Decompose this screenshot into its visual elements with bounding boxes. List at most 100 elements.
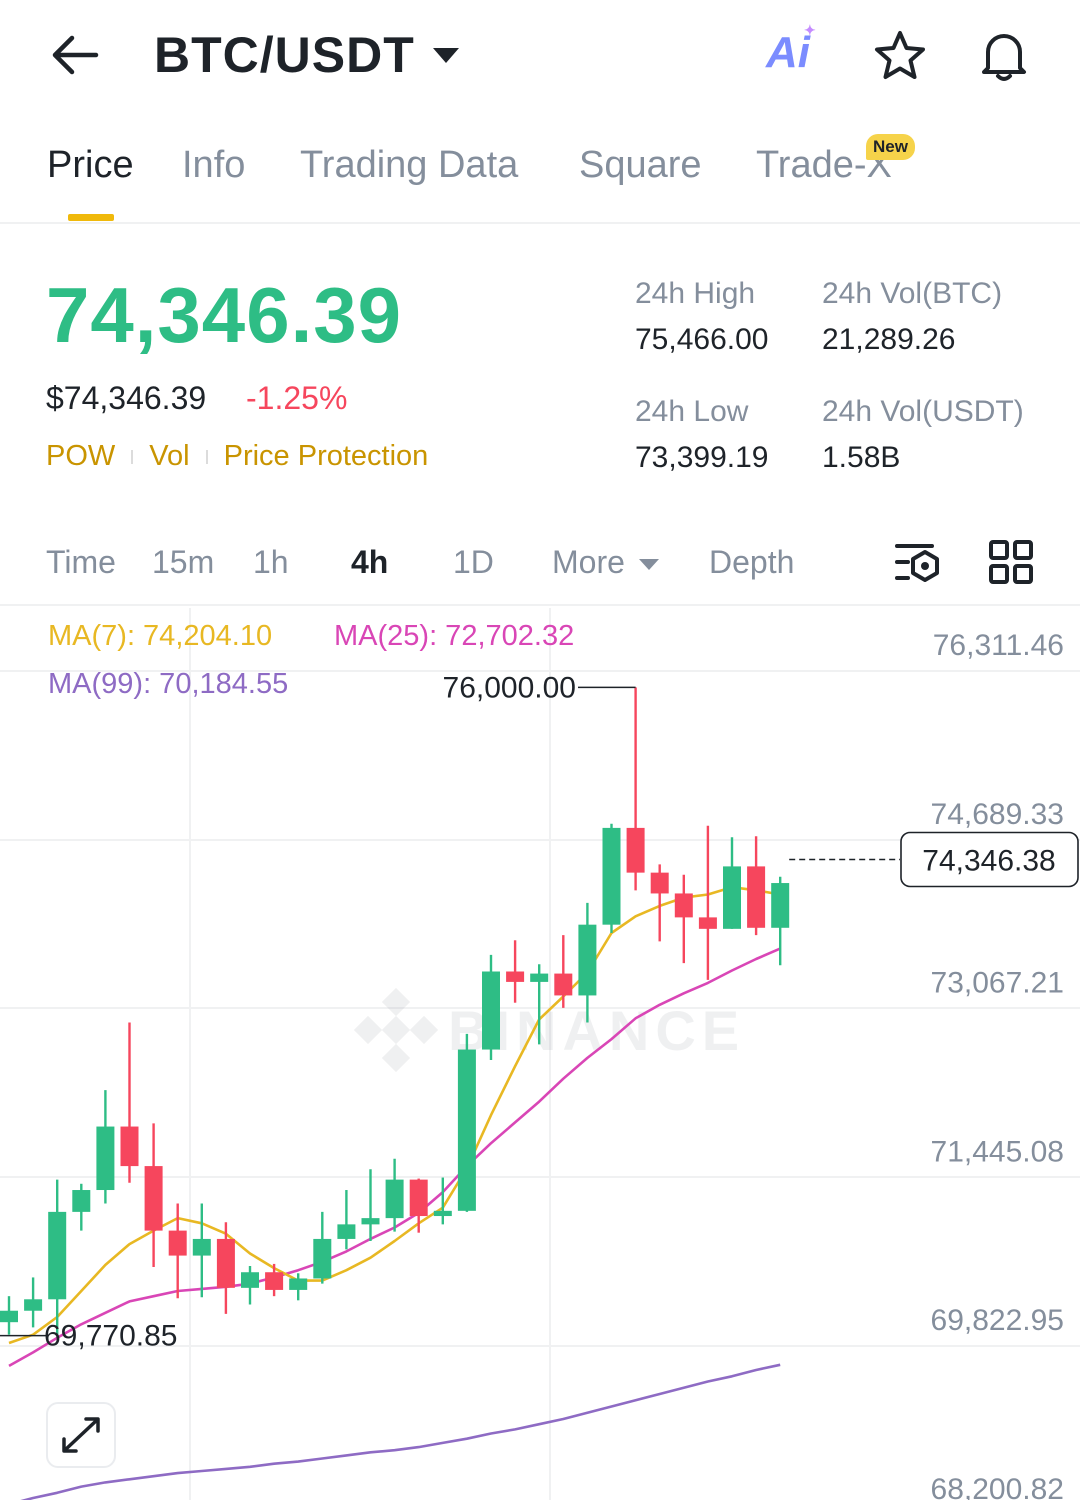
candle bbox=[650, 864, 669, 942]
caret-down-icon bbox=[638, 559, 659, 571]
y-tick-label: 71,445.08 bbox=[931, 1135, 1064, 1168]
tab-trading-data[interactable]: Trading Data bbox=[300, 144, 519, 186]
back-arrow-icon[interactable] bbox=[48, 30, 102, 80]
candle bbox=[409, 1178, 428, 1233]
candle-body bbox=[289, 1278, 308, 1290]
candle-body bbox=[602, 827, 621, 925]
candle bbox=[626, 687, 645, 891]
candle-body bbox=[192, 1238, 211, 1256]
candle-body bbox=[0, 1310, 18, 1323]
price-markers: 76,000.00 69,770.85 74,346.38 bbox=[0, 671, 1079, 1353]
candle-body bbox=[650, 872, 669, 894]
interval-time[interactable]: Time bbox=[46, 544, 116, 580]
candle-body bbox=[168, 1230, 187, 1256]
binance-watermark: BINANCE bbox=[353, 987, 739, 1073]
candle-body bbox=[530, 973, 549, 982]
tab-info[interactable]: Info bbox=[182, 144, 246, 186]
candles bbox=[0, 687, 790, 1335]
candle bbox=[48, 1179, 67, 1335]
candle bbox=[482, 954, 500, 1060]
candle bbox=[385, 1158, 404, 1232]
active-tab-indicator bbox=[68, 214, 114, 221]
tag-price-protection[interactable]: Price Protection bbox=[223, 440, 429, 472]
interval-bar: Time 15m 1h 4h 1D More Depth bbox=[0, 530, 1080, 606]
divider bbox=[131, 449, 134, 464]
candle-body bbox=[433, 1210, 452, 1217]
interval-1d[interactable]: 1D bbox=[453, 544, 494, 580]
interval-15m[interactable]: 15m bbox=[152, 544, 215, 580]
ma99-line bbox=[8, 1363, 781, 1505]
ai-assistant-button[interactable]: Ai ✦ bbox=[766, 22, 816, 78]
pair-selector[interactable]: BTC/USDT bbox=[154, 26, 459, 84]
candle bbox=[168, 1203, 187, 1299]
high-marker-label: 76,000.00 bbox=[443, 671, 576, 704]
y-axis-labels: 76,311.46 74,689.33 73,067.21 71,445.08 69,8… bbox=[931, 629, 1064, 1505]
fullscreen-button[interactable] bbox=[46, 1402, 116, 1468]
ai-icon: Ai bbox=[766, 28, 810, 77]
candle bbox=[602, 823, 621, 933]
indicator-settings-icon[interactable] bbox=[894, 540, 942, 584]
candle bbox=[674, 874, 693, 964]
tab-price[interactable]: Price bbox=[47, 144, 134, 186]
y-tick-label: 68,200.82 bbox=[931, 1473, 1064, 1500]
vol-usdt-label: 24h Vol(USDT) bbox=[822, 395, 1024, 428]
current-price-box bbox=[900, 831, 1079, 888]
candle bbox=[241, 1265, 259, 1305]
interval-more-label: More bbox=[552, 544, 625, 580]
candle-body bbox=[626, 827, 645, 873]
ma7-line bbox=[8, 885, 781, 1345]
candle-body bbox=[265, 1272, 284, 1290]
new-badge: New bbox=[866, 134, 915, 160]
y-tick-label: 76,311.46 bbox=[933, 629, 1064, 662]
binance-logo-icon bbox=[353, 987, 439, 1073]
ma7-label: MA(7): 74,204.10 bbox=[48, 620, 273, 652]
interval-4h[interactable]: 4h bbox=[351, 544, 389, 580]
high-label: 24h High bbox=[635, 277, 756, 310]
candle-body bbox=[120, 1126, 139, 1167]
candle-body bbox=[771, 883, 790, 928]
candle bbox=[506, 940, 525, 1003]
candle bbox=[433, 1177, 452, 1225]
usd-price: $74,346.39 bbox=[46, 380, 207, 416]
candle-body bbox=[241, 1272, 259, 1288]
interval-1h[interactable]: 1h bbox=[253, 544, 289, 580]
candle-body bbox=[48, 1211, 67, 1300]
candle bbox=[216, 1222, 235, 1314]
top-bar: BTC/USDT Ai ✦ bbox=[0, 0, 1080, 112]
candle-body bbox=[674, 893, 693, 918]
candle bbox=[530, 964, 549, 1045]
divider bbox=[205, 449, 208, 464]
tab-square[interactable]: Square bbox=[579, 144, 702, 186]
favorite-star-icon[interactable] bbox=[872, 28, 928, 84]
candle bbox=[457, 1033, 476, 1212]
candle bbox=[144, 1123, 163, 1268]
bell-icon[interactable] bbox=[976, 26, 1032, 84]
tag-pow[interactable]: POW bbox=[46, 440, 116, 472]
candle bbox=[698, 825, 717, 980]
candlestick-chart[interactable]: BINANCE 76,311.46 74,689.33 73,067.21 71,44… bbox=[0, 608, 1080, 1505]
candle-body bbox=[361, 1218, 380, 1225]
vol-btc-label: 24h Vol(BTC) bbox=[822, 277, 1003, 310]
sparkle-icon: ✦ bbox=[804, 22, 816, 38]
candle bbox=[578, 902, 597, 1023]
interval-depth[interactable]: Depth bbox=[709, 544, 795, 580]
candle-body bbox=[554, 973, 573, 996]
candle-body bbox=[482, 971, 500, 1050]
y-tick-label: 69,822.95 bbox=[931, 1304, 1064, 1337]
last-price: 74,346.39 bbox=[46, 271, 403, 359]
change-percent: -1.25% bbox=[246, 380, 348, 416]
candle bbox=[96, 1090, 115, 1204]
tag-vol[interactable]: Vol bbox=[149, 440, 190, 472]
candle bbox=[723, 837, 741, 929]
low-marker-label: 69,770.85 bbox=[44, 1320, 177, 1353]
pair-title: BTC/USDT bbox=[154, 27, 415, 83]
candle bbox=[289, 1273, 308, 1301]
candle bbox=[192, 1203, 211, 1298]
candle-body bbox=[506, 971, 525, 982]
price-chart[interactable]: BINANCE 76,311.46 74,689.33 73,067.21 71,44… bbox=[0, 608, 1080, 1505]
interval-more[interactable]: More bbox=[552, 544, 659, 581]
candle-body bbox=[337, 1224, 356, 1239]
y-tick-label: 73,067.21 bbox=[931, 967, 1064, 1000]
layout-grid-icon[interactable] bbox=[988, 540, 1034, 584]
candle-body bbox=[578, 924, 597, 996]
